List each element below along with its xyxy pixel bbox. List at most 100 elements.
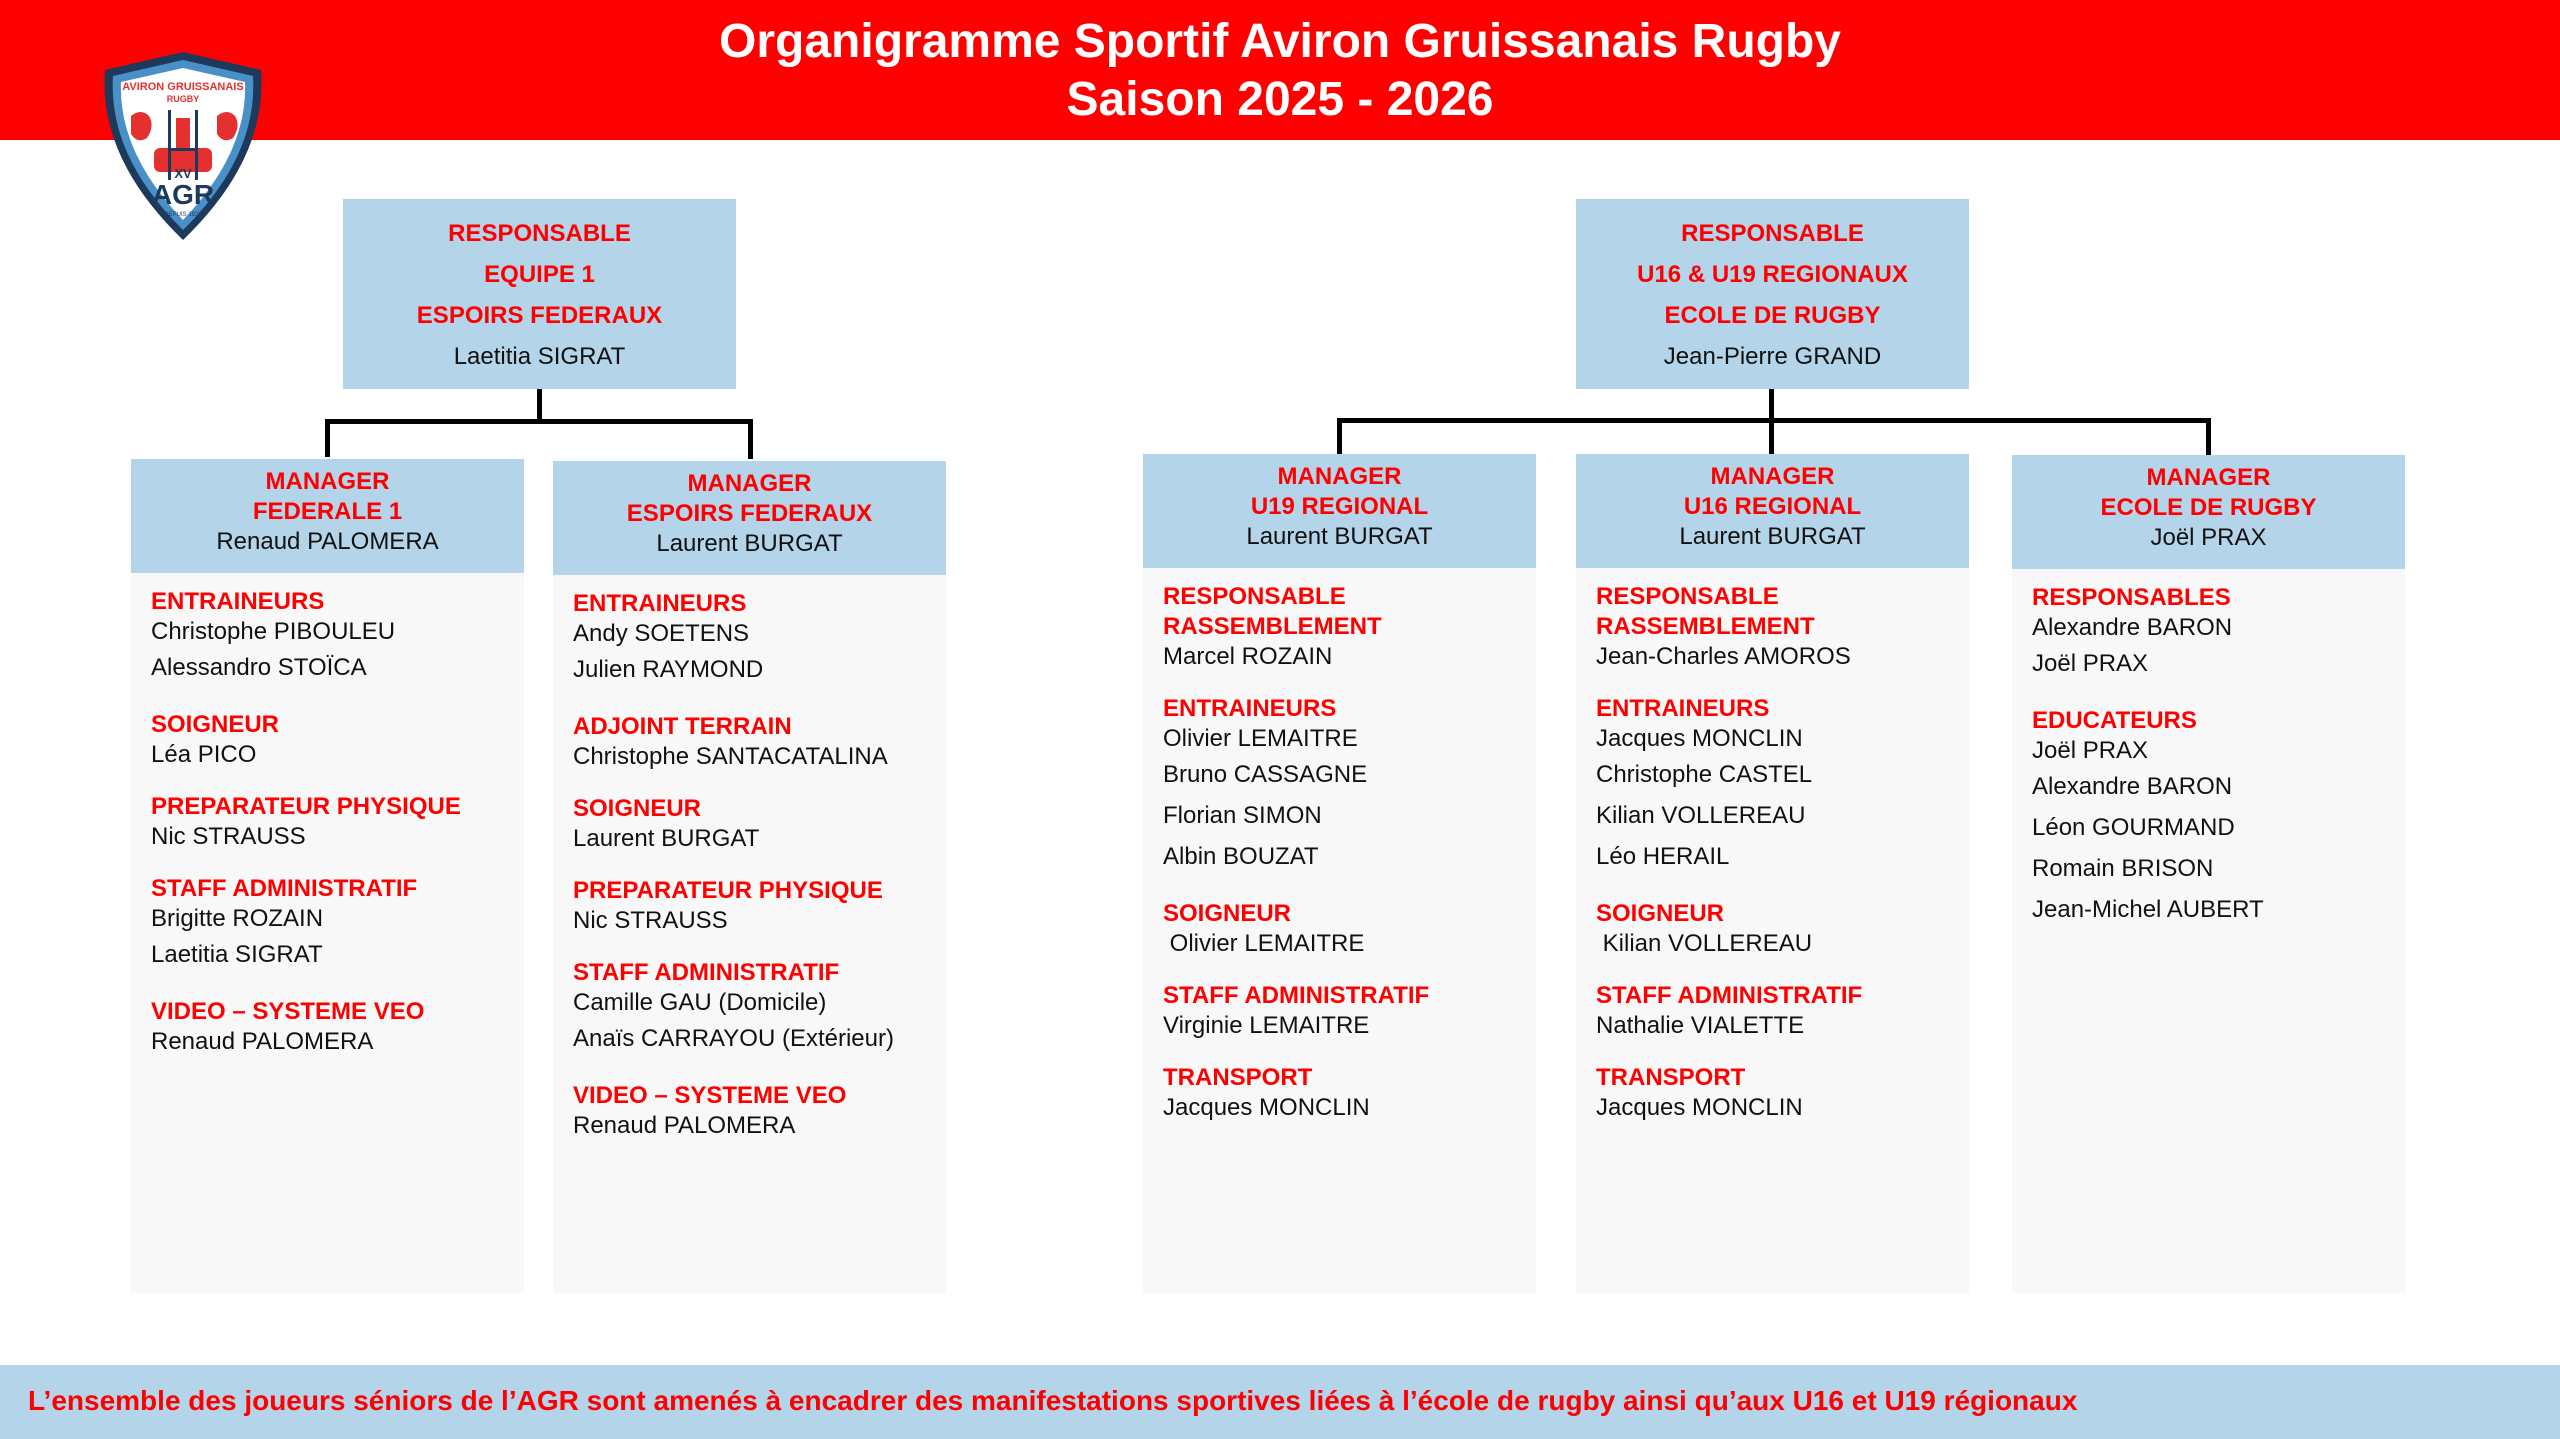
manager-name: Laurent BURGAT	[1679, 523, 1866, 550]
footer-note: L’ensemble des joueurs séniors de l’AGR …	[28, 1385, 2078, 1416]
person-name: Camille GAU (Domicile)	[573, 989, 827, 1016]
section-title: VIDEO – SYSTEME VEO	[151, 998, 425, 1025]
top-box-equipe1: RESPONSABLE EQUIPE 1 ESPOIRS FEDERAUX La…	[343, 199, 736, 389]
person-name: Joël PRAX	[2032, 650, 2149, 677]
person-name: Brigitte ROZAIN	[151, 905, 324, 932]
person-name: Laurent BURGAT	[573, 825, 760, 852]
manager-role: MANAGER	[1277, 463, 1402, 490]
svg-text:AVIRON GRUISSANAIS: AVIRON GRUISSANAIS	[122, 81, 243, 93]
person-name: Alexandre BARON	[2032, 773, 2233, 800]
section-title: ENTRAINEURS	[573, 590, 747, 617]
section-title: TRANSPORT	[1163, 1064, 1313, 1091]
staff-section: RESPONSABLE RASSEMBLEMENT Jean-Charles AMO…	[1596, 582, 1949, 672]
org-column: MANAGER U16 REGIONAL Laurent BURGAT RESPONS…	[1576, 454, 1969, 1293]
staff-panel: ENTRAINEURS Andy SOETENS Julien RAYMOND ADJ…	[553, 575, 946, 1293]
role-label: ESPOIRS FEDERAUX	[416, 302, 663, 329]
section-title: SOIGNEUR	[151, 711, 280, 738]
person-name: Nathalie VIALETTE	[1596, 1012, 1805, 1039]
connector-line	[1337, 418, 1342, 455]
role-label: RESPONSABLE	[1681, 220, 1864, 247]
org-column: MANAGER FEDERALE 1 Renaud PALOMERA ENTRAINE…	[131, 459, 524, 1293]
person-name: Jean-Pierre GRAND	[1663, 343, 1882, 370]
manager-box: MANAGER ESPOIRS FEDERAUX Laurent BURGAT	[553, 461, 946, 575]
section-title: STAFF ADMINISTRATIF	[573, 959, 840, 986]
person-name: Bruno CASSAGNE	[1163, 761, 1368, 788]
connector-line	[325, 419, 330, 457]
staff-panel: RESPONSABLE RASSEMBLEMENT Marcel ROZAIN ENT…	[1143, 568, 1536, 1293]
staff-section: ENTRAINEURS Olivier LEMAITRE Bruno CASSAGN…	[1163, 694, 1516, 877]
person-name: Léon GOURMAND	[2032, 814, 2235, 841]
person-name: Nic STRAUSS	[151, 823, 306, 850]
manager-role: ECOLE DE RUGBY	[2100, 494, 2317, 521]
section-title: SOIGNEUR	[1163, 900, 1292, 927]
section-title: ENTRAINEURS	[1163, 695, 1337, 722]
manager-box: MANAGER FEDERALE 1 Renaud PALOMERA	[131, 459, 524, 573]
section-title: TRANSPORT	[1596, 1064, 1746, 1091]
staff-section: STAFF ADMINISTRATIF Virginie LEMAITRE	[1163, 981, 1516, 1041]
staff-panel: RESPONSABLE RASSEMBLEMENT Jean-Charles AMO…	[1576, 568, 1969, 1293]
section-title: STAFF ADMINISTRATIF	[1163, 982, 1430, 1009]
person-name: Christophe CASTEL	[1596, 761, 1813, 788]
person-name: Christophe SANTACATALINA	[573, 743, 888, 770]
section-title: PREPARATEUR PHYSIQUE	[573, 877, 883, 904]
staff-section: SOIGNEUR Laurent BURGAT	[573, 794, 926, 854]
header-banner: Organigramme Sportif Aviron Gruissanais …	[0, 0, 2560, 140]
staff-section: RESPONSABLE RASSEMBLEMENT Marcel ROZAIN	[1163, 582, 1516, 672]
svg-text:AGR: AGR	[152, 179, 214, 210]
staff-section: VIDEO – SYSTEME VEO Renaud PALOMERA	[151, 997, 504, 1057]
person-name: Kilian VOLLEREAU	[1596, 802, 1806, 829]
person-name: Florian SIMON	[1163, 802, 1322, 829]
person-name: Renaud PALOMERA	[151, 1028, 374, 1055]
connector-line	[1337, 418, 2211, 423]
person-name: Jean-Charles AMOROS	[1596, 643, 1851, 670]
staff-section: STAFF ADMINISTRATIF Brigitte ROZAIN Laetit…	[151, 874, 504, 975]
person-name: Alexandre BARON	[2032, 614, 2233, 641]
person-name: Virginie LEMAITRE	[1163, 1012, 1370, 1039]
svg-text:RUGBY: RUGBY	[167, 94, 200, 104]
person-name: Marcel ROZAIN	[1163, 643, 1333, 670]
person-name: Julien RAYMOND	[573, 656, 764, 683]
section-title: SOIGNEUR	[573, 795, 702, 822]
staff-section: ENTRAINEURS Jacques MONCLIN Christophe CAS…	[1596, 694, 1949, 877]
person-name: Jacques MONCLIN	[1596, 1094, 1803, 1121]
role-label: ECOLE DE RUGBY	[1664, 302, 1881, 329]
staff-section: ENTRAINEURS Christophe PIBOULEU Alessandro…	[151, 587, 504, 688]
org-column: MANAGER U19 REGIONAL Laurent BURGAT RESPONS…	[1143, 454, 1536, 1293]
manager-name: Joël PRAX	[2150, 524, 2267, 551]
top-box-jeunes: RESPONSABLE U16 & U19 REGIONAUX ECOLE DE…	[1576, 199, 1969, 389]
person-name: Jean-Michel AUBERT	[2032, 896, 2264, 923]
manager-role: U16 REGIONAL	[1683, 493, 1862, 520]
staff-section: ENTRAINEURS Andy SOETENS Julien RAYMOND	[573, 589, 926, 690]
person-name: Romain BRISON	[2032, 855, 2214, 882]
section-title: ADJOINT TERRAIN	[573, 713, 792, 740]
section-title: ENTRAINEURS	[1596, 695, 1770, 722]
staff-section: PREPARATEUR PHYSIQUE Nic STRAUSS	[151, 792, 504, 852]
manager-name: Laurent BURGAT	[1246, 523, 1433, 550]
staff-panel: ENTRAINEURS Christophe PIBOULEU Alessandro…	[131, 573, 524, 1293]
staff-section: STAFF ADMINISTRATIF Nathalie VIALETTE	[1596, 981, 1949, 1041]
manager-name: Laurent BURGAT	[656, 530, 843, 557]
section-title: VIDEO – SYSTEME VEO	[573, 1082, 847, 1109]
staff-section: PREPARATEUR PHYSIQUE Nic STRAUSS	[573, 876, 926, 936]
section-title: RASSEMBLEMENT	[1163, 613, 1382, 640]
manager-role: MANAGER	[2146, 464, 2271, 491]
section-title: EDUCATEURS	[2032, 707, 2197, 734]
person-name: Andy SOETENS	[573, 620, 750, 647]
person-name: Léa PICO	[151, 741, 257, 768]
staff-panel: RESPONSABLES Alexandre BARON Joël PRAX EDUC…	[2012, 569, 2405, 1293]
manager-role: FEDERALE 1	[252, 498, 403, 525]
section-title: RESPONSABLES	[2032, 584, 2231, 611]
manager-role: MANAGER	[265, 468, 390, 495]
person-name: Jacques MONCLIN	[1163, 1094, 1370, 1121]
manager-role: MANAGER	[1710, 463, 1835, 490]
manager-name: Renaud PALOMERA	[216, 528, 439, 555]
person-name: Laetitia SIGRAT	[151, 941, 323, 968]
section-title: PREPARATEUR PHYSIQUE	[151, 793, 461, 820]
org-column: MANAGER ESPOIRS FEDERAUX Laurent BURGAT ENT…	[553, 461, 946, 1293]
role-label: U16 & U19 REGIONAUX	[1637, 261, 1908, 288]
staff-section: SOIGNEUR Léa PICO	[151, 710, 504, 770]
connector-line	[2206, 418, 2211, 455]
person-name: Jacques MONCLIN	[1596, 725, 1803, 752]
section-title: ENTRAINEURS	[151, 588, 325, 615]
page-title: Organigramme Sportif Aviron Gruissanais …	[719, 15, 1841, 68]
